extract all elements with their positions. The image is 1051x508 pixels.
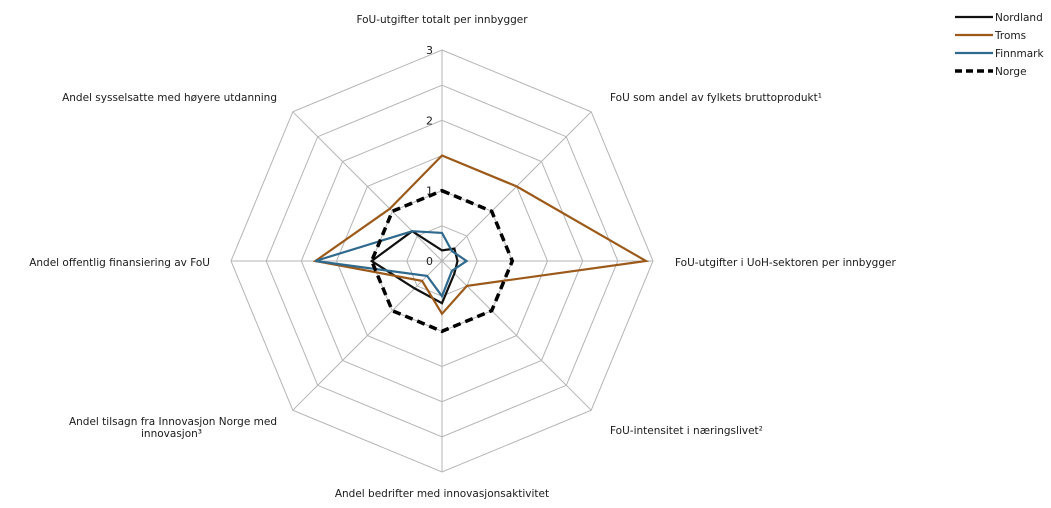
legend-item: Troms xyxy=(955,30,1026,42)
tick-label: 1 xyxy=(426,185,433,198)
legend-label: Nordland xyxy=(995,12,1043,24)
axis-label: Andel offentlig finansiering av FoU xyxy=(29,257,210,269)
series-layer xyxy=(312,154,650,334)
axis-label: FoU-utgifter i UoH-sektoren per innbygge… xyxy=(675,257,896,269)
series-norge xyxy=(369,188,515,334)
grid-layer xyxy=(230,49,654,473)
axis-label: FoU-utgifter totalt per innbygger xyxy=(356,14,528,26)
legend-label: Troms xyxy=(994,30,1026,42)
series-troms xyxy=(312,154,650,316)
legend-item: Nordland xyxy=(955,12,1043,24)
tick-label: 3 xyxy=(426,44,433,57)
legend: Nordland Troms Finnmark Norge xyxy=(955,12,1044,78)
axis-label: FoU-intensitet i næringslivet² xyxy=(610,425,763,437)
legend-item: Norge xyxy=(955,66,1027,78)
axis-spoke xyxy=(292,111,443,262)
tick-layer: 0 1 2 3 xyxy=(426,44,433,268)
legend-item: Finnmark xyxy=(955,48,1044,60)
axis-label: Andel bedrifter med innovasjonsaktivitet xyxy=(335,488,549,500)
axis-spoke xyxy=(292,260,443,411)
series-finnmark xyxy=(315,230,469,299)
axis-label: Andel tilsagn fra Innovasjon Norge med in… xyxy=(69,416,277,440)
axis-label: Andel sysselsatte med høyere utdanning xyxy=(62,92,277,104)
tick-label: 0 xyxy=(426,255,433,268)
axis-label-layer: FoU-utgifter totalt per innbygger FoU som… xyxy=(29,14,896,500)
tick-label: 2 xyxy=(426,114,433,127)
axis-spoke xyxy=(441,260,592,411)
axis-label: FoU som andel av fylkets bruttoprodukt¹ xyxy=(610,92,822,104)
legend-label: Finnmark xyxy=(995,48,1044,60)
legend-label: Norge xyxy=(995,66,1027,78)
